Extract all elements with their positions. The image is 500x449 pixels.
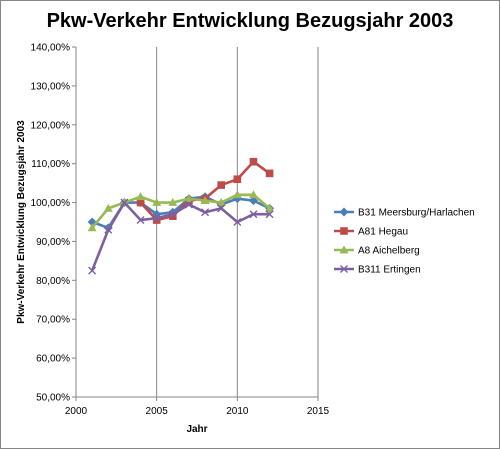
data-point [152,198,162,206]
x-tick-label: 2010 [226,406,249,417]
y-tick-labels: 50,00% 60,00% 70,00% 80,00% 90,00% 100,00% 110… [31,43,76,404]
y-tick-label: 60,00% [36,354,70,365]
legend-item: B31 Meersburg/Harlachen [334,207,475,219]
y-tick-label: 130,00% [31,81,71,92]
data-point [248,190,258,199]
chart-title: Pkw-Verkehr Entwicklung Bezugsjahr 2003 [46,10,454,32]
axes [75,47,318,398]
data-point [152,216,161,224]
data-point [103,203,113,212]
data-point [200,196,210,204]
y-axis-title: Pkw-Verkehr Entwicklung Bezugsjahr 2003 [16,120,27,324]
legend-marker [339,245,349,254]
legend-label: A8 Aichelberg [358,246,420,257]
data-point [217,204,226,213]
data-point [184,194,194,203]
legend-marker [340,265,348,273]
data-point [201,208,210,217]
data-point [249,210,258,219]
data-point [152,214,161,223]
legend-marker [340,227,348,235]
data-point [265,210,274,219]
data-point [184,200,193,209]
y-tick-label: 110,00% [31,159,70,170]
x-axis-title: Jahr [186,424,207,435]
data-point [120,198,129,207]
legend-item: B311 Ertingen [334,265,421,276]
y-tick-label: 50,00% [36,393,70,404]
x-tick-labels: 2000 2005 2010 2015 [65,397,330,417]
data-point [265,169,274,178]
data-point [136,198,145,207]
legend: B31 Meersburg/Harlachen A81 Hegau A8 Aiche… [334,207,475,276]
legend-item: A8 Aichelberg [334,245,420,257]
y-tick-label: 80,00% [36,276,70,287]
data-point [87,223,97,232]
data-point [136,216,145,225]
data-point [169,212,177,220]
series-1 [87,192,275,233]
x-tick-label: 2005 [146,406,169,417]
data-point [233,175,242,184]
y-tick-label: 90,00% [36,237,70,248]
series-group [87,157,275,275]
series-line [90,201,270,272]
data-point [168,198,178,206]
y-tick-label: 140,00% [31,43,71,54]
data-point [232,190,242,199]
data-point [216,198,226,206]
y-tick-label: 120,00% [31,120,71,131]
series-4 [88,198,274,275]
data-point [104,225,113,234]
legend-marker [339,207,349,217]
legend-label: B311 Ertingen [358,265,421,276]
legend-label: B31 Meersburg/Harlachen [358,208,475,219]
y-tick-label: 100,00% [31,198,71,209]
x-tick-label: 2000 [65,406,88,417]
data-point [217,181,225,189]
data-point [249,157,258,166]
series-3 [87,190,275,232]
data-point [233,218,242,226]
data-point [265,203,275,212]
legend-item: A81 Hegau [334,227,408,238]
data-point [136,192,146,201]
x-tick-label: 2015 [307,406,330,417]
data-point [168,210,177,219]
legend-label: A81 Hegau [358,227,408,238]
data-point [88,266,97,275]
data-point [248,196,258,206]
y-tick-label: 70,00% [36,315,70,326]
